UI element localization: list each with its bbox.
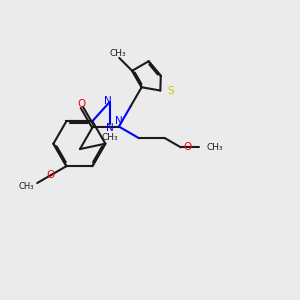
Text: S: S [167,85,174,95]
Text: O: O [183,142,191,152]
Text: N: N [106,123,114,133]
Text: N: N [104,96,112,106]
Text: O: O [78,99,86,109]
Text: CH₃: CH₃ [102,133,118,142]
Text: CH₃: CH₃ [19,182,34,191]
Text: O: O [46,170,55,180]
Text: N: N [115,116,123,126]
Text: CH₃: CH₃ [207,143,224,152]
Text: CH₃: CH₃ [110,49,126,58]
